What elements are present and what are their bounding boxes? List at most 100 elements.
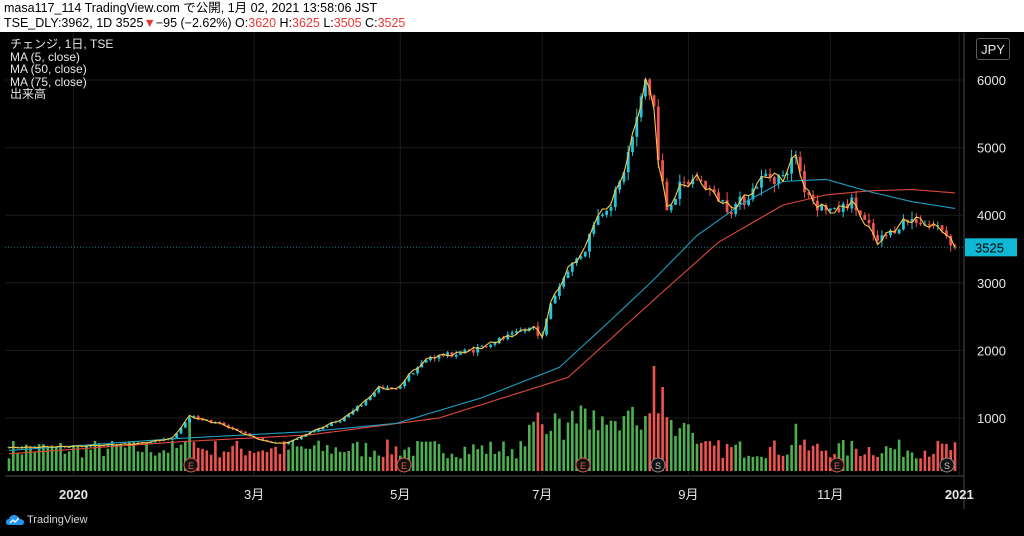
candle-body bbox=[441, 354, 445, 357]
volume-bar bbox=[695, 443, 699, 471]
candle-body bbox=[484, 346, 488, 348]
volume-bar bbox=[20, 454, 24, 471]
candle-body bbox=[437, 354, 441, 359]
event-marker-circle bbox=[829, 457, 845, 473]
volume-bar bbox=[132, 441, 135, 471]
volume-bar bbox=[123, 447, 127, 471]
volume-bar bbox=[605, 424, 608, 471]
candle-body bbox=[588, 233, 591, 252]
candle-body bbox=[609, 207, 613, 211]
candle-body bbox=[373, 392, 376, 397]
volume-bar bbox=[515, 458, 518, 471]
volume-bar bbox=[841, 439, 845, 471]
volume-bar bbox=[906, 450, 909, 471]
currency-button[interactable]: JPY bbox=[976, 38, 1010, 60]
volume-bar bbox=[489, 441, 492, 471]
candle-body bbox=[85, 446, 88, 448]
volume-bar bbox=[915, 458, 918, 471]
volume-bar bbox=[635, 425, 639, 471]
volume-bar bbox=[476, 449, 479, 471]
time-axis-label: 11月 bbox=[817, 487, 844, 502]
candle-body bbox=[489, 344, 492, 347]
volume-bar bbox=[609, 420, 613, 471]
candle-body bbox=[871, 223, 875, 236]
volume-bar bbox=[583, 408, 587, 471]
legend-ma75[interactable]: MA (75, close) bbox=[10, 74, 87, 89]
candle-body bbox=[403, 381, 406, 387]
candle-body bbox=[476, 346, 480, 353]
candle-body bbox=[798, 157, 802, 172]
candle-body bbox=[846, 203, 849, 209]
volume-bar bbox=[55, 446, 58, 471]
volume-bar bbox=[755, 456, 759, 471]
volume-bar bbox=[510, 449, 514, 471]
volume-bar bbox=[424, 441, 428, 471]
volume-bar bbox=[837, 443, 841, 471]
candle-body bbox=[760, 175, 763, 188]
tradingview-logo[interactable]: TradingView bbox=[6, 514, 88, 526]
volume-bar bbox=[282, 441, 286, 471]
candle-body bbox=[656, 106, 660, 161]
candle-body bbox=[592, 224, 596, 234]
volume-bar bbox=[854, 448, 858, 471]
volume-bar bbox=[24, 444, 28, 471]
candle-body bbox=[674, 198, 677, 205]
candle-body bbox=[222, 422, 226, 426]
candle-body bbox=[631, 136, 634, 153]
low-value: 3505 bbox=[333, 16, 362, 30]
candle-body bbox=[596, 215, 600, 225]
volume-bar bbox=[37, 444, 41, 471]
candle-body bbox=[897, 229, 901, 234]
volume-bar bbox=[390, 454, 393, 471]
event-marker-circle bbox=[183, 457, 199, 473]
candle-body bbox=[527, 327, 531, 331]
volume-bar bbox=[927, 456, 931, 471]
candle-body bbox=[742, 196, 746, 205]
legend-volume[interactable]: 出来高 bbox=[10, 87, 47, 101]
low-label: L: bbox=[319, 16, 334, 30]
chart-panel[interactable]: 3525 1000 2000 3000 4000 5000 6000 2020 3月 5月 7月 9月… bbox=[5, 33, 1019, 509]
volume-bar bbox=[446, 458, 449, 471]
time-axis-label: 2021 bbox=[945, 487, 974, 502]
candle-body bbox=[738, 196, 742, 205]
price-axis-label: 6000 bbox=[977, 73, 1006, 88]
candle-body bbox=[226, 425, 230, 428]
candle-body bbox=[816, 200, 819, 211]
candle-body bbox=[364, 400, 368, 406]
volume-bar bbox=[222, 451, 226, 471]
volume-bar bbox=[549, 430, 553, 471]
volume-bar bbox=[467, 454, 471, 471]
event-marker-circle bbox=[939, 457, 955, 473]
volume-bar bbox=[257, 451, 260, 471]
legend-ma50[interactable]: MA (50, close) bbox=[10, 62, 87, 76]
volume-bar bbox=[867, 447, 871, 471]
volume-bar bbox=[575, 423, 578, 471]
candle-body bbox=[562, 278, 566, 287]
price-chart-svg[interactable]: 3525 1000 2000 3000 4000 5000 6000 2020 3月 5月 7月 9月… bbox=[5, 33, 1019, 509]
legend-symbol[interactable]: チェンジ, 1日, TSE bbox=[10, 37, 114, 51]
volume-bar bbox=[420, 441, 424, 471]
candle-body bbox=[360, 405, 363, 407]
candle-body bbox=[867, 219, 871, 224]
volume-bar bbox=[566, 422, 570, 471]
volume-bar bbox=[936, 440, 940, 471]
candle-body bbox=[343, 417, 346, 422]
candle-body bbox=[549, 303, 553, 319]
volume-bar bbox=[128, 441, 131, 471]
candle-body bbox=[781, 175, 785, 177]
candle-body bbox=[351, 410, 355, 415]
candle-body bbox=[773, 177, 776, 184]
volume-bar bbox=[184, 441, 187, 471]
volume-bar bbox=[274, 446, 277, 471]
volume-bar bbox=[893, 449, 897, 471]
candle-body bbox=[506, 334, 510, 340]
candle-body bbox=[859, 210, 862, 216]
candle-body bbox=[691, 179, 695, 185]
volume-bar bbox=[626, 410, 630, 471]
chart-header: masa117_114 TradingView.com で公開, 1月 02, … bbox=[0, 0, 1024, 32]
legend-ma5[interactable]: MA (5, close) bbox=[10, 49, 81, 64]
volume-bar bbox=[46, 448, 49, 471]
volume-bar bbox=[12, 440, 15, 471]
volume-bar bbox=[325, 445, 329, 471]
volume-bar bbox=[136, 451, 140, 471]
